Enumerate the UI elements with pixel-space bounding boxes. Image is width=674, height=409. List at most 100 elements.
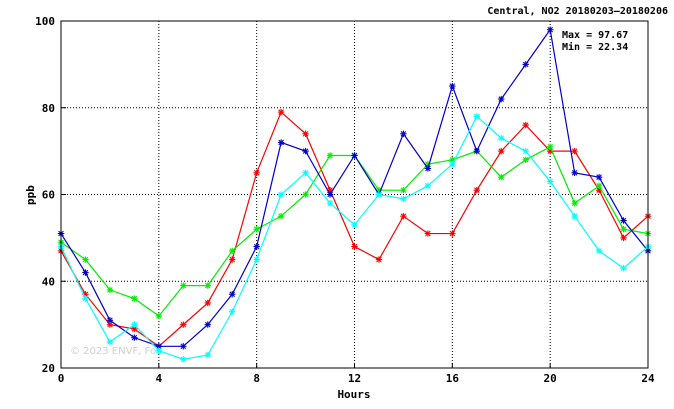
data-point-marker [229, 256, 236, 263]
chart-title: Central, NO2 20180203–20180206 [487, 6, 668, 17]
data-point-marker [620, 265, 627, 272]
data-point-marker [204, 299, 211, 307]
data-point-marker [204, 282, 211, 289]
x-tick-label: 24 [641, 372, 655, 385]
data-point-marker [277, 212, 285, 220]
data-point-marker [522, 121, 529, 129]
data-point-marker [229, 247, 236, 255]
data-point-marker [180, 321, 187, 328]
data-point-marker [620, 226, 627, 233]
data-point-marker [155, 347, 163, 354]
data-point-marker [204, 321, 211, 328]
data-point-marker [546, 26, 554, 33]
data-point-marker [229, 308, 236, 315]
data-point-marker [180, 343, 187, 350]
data-point-marker [498, 173, 505, 181]
data-point-marker [595, 247, 603, 255]
data-point-marker [571, 147, 578, 155]
x-tick-label: 4 [156, 372, 163, 385]
data-point-marker [424, 230, 432, 237]
data-point-marker [155, 312, 163, 320]
data-point-marker [277, 108, 285, 116]
data-point-marker [131, 334, 138, 341]
data-point-marker [400, 195, 407, 203]
data-point-marker [620, 234, 627, 242]
data-point-marker [229, 291, 236, 298]
data-point-marker [180, 356, 187, 363]
data-point-marker [82, 295, 89, 302]
data-point-marker [400, 186, 407, 194]
series-3 [57, 26, 652, 350]
data-point-marker [595, 173, 603, 181]
data-point-marker [375, 191, 383, 198]
data-point-marker [571, 169, 578, 177]
data-point-marker [351, 221, 358, 229]
data-point-marker [82, 269, 89, 276]
data-point-marker [253, 243, 260, 250]
data-point-marker [302, 191, 309, 198]
series-4 [57, 113, 652, 363]
tick-layer: 0 4 8 12 16 20 24 20 40 60 80 100 [35, 15, 655, 385]
y-tick-label: 60 [42, 189, 55, 202]
data-point-marker [498, 95, 505, 103]
data-point-marker [449, 230, 456, 237]
data-point-marker [277, 139, 285, 146]
data-point-marker [106, 317, 114, 324]
data-point-marker [620, 217, 627, 224]
data-point-marker [546, 178, 554, 185]
max-stat: Max = 97.67 [562, 30, 628, 41]
data-point-marker [473, 113, 480, 120]
data-point-marker [326, 199, 334, 207]
data-point-marker [131, 321, 138, 328]
min-stat: Min = 22.34 [562, 41, 628, 53]
data-point-marker [449, 82, 456, 90]
data-point-marker [106, 338, 114, 346]
series-line [60, 28, 649, 347]
data-point-marker [522, 156, 529, 163]
data-point-marker [424, 165, 432, 172]
data-point-marker [595, 182, 603, 190]
data-point-marker [253, 256, 260, 263]
y-tick-label: 80 [42, 102, 55, 115]
x-tick-label: 0 [58, 372, 65, 385]
data-point-marker [473, 147, 480, 155]
data-point-marker [375, 256, 383, 263]
y-tick-label: 100 [35, 15, 55, 28]
data-point-marker [253, 226, 260, 233]
data-point-marker [522, 147, 529, 155]
y-tick-label: 40 [42, 275, 55, 288]
data-point-marker [131, 295, 138, 302]
data-point-marker [326, 152, 334, 159]
data-point-marker [522, 61, 529, 68]
data-point-marker [351, 152, 358, 159]
x-axis-title: Hours [337, 388, 370, 401]
data-point-marker [253, 169, 260, 177]
data-point-marker [498, 147, 505, 155]
data-point-marker [82, 256, 89, 263]
data-point-marker [473, 186, 480, 194]
data-point-marker [400, 130, 407, 137]
y-axis-title: ppb [24, 185, 37, 205]
data-point-marker [277, 191, 285, 198]
data-point-marker [571, 199, 578, 207]
data-point-marker [302, 169, 309, 177]
data-point-marker [400, 212, 407, 220]
data-point-marker [571, 212, 578, 220]
data-point-marker [106, 286, 114, 294]
x-tick-label: 12 [348, 372, 361, 385]
x-tick-label: 8 [253, 372, 260, 385]
grid-lines [61, 21, 648, 368]
x-tick-label: 20 [544, 372, 557, 385]
data-point-marker [204, 351, 211, 359]
data-point-marker [180, 282, 187, 289]
data-point-marker [498, 134, 505, 142]
y-tick-label: 20 [42, 362, 55, 375]
series-layer [57, 26, 652, 363]
data-point-marker [302, 147, 309, 155]
x-tick-label: 16 [446, 372, 460, 385]
watermark: © 2023 ENVF, FoS [70, 346, 162, 357]
data-point-marker [546, 143, 554, 150]
data-point-marker [302, 130, 309, 137]
data-point-marker [326, 191, 334, 198]
